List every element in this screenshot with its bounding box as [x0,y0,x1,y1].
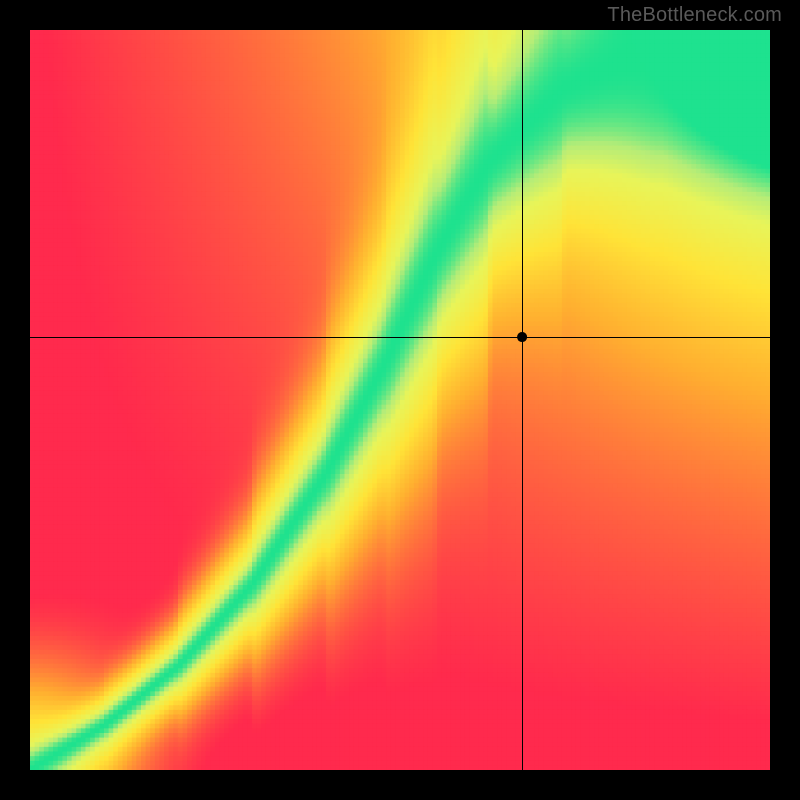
bottleneck-heatmap [30,30,770,770]
watermark-text: TheBottleneck.com [607,4,782,27]
heatmap-canvas [30,30,770,770]
